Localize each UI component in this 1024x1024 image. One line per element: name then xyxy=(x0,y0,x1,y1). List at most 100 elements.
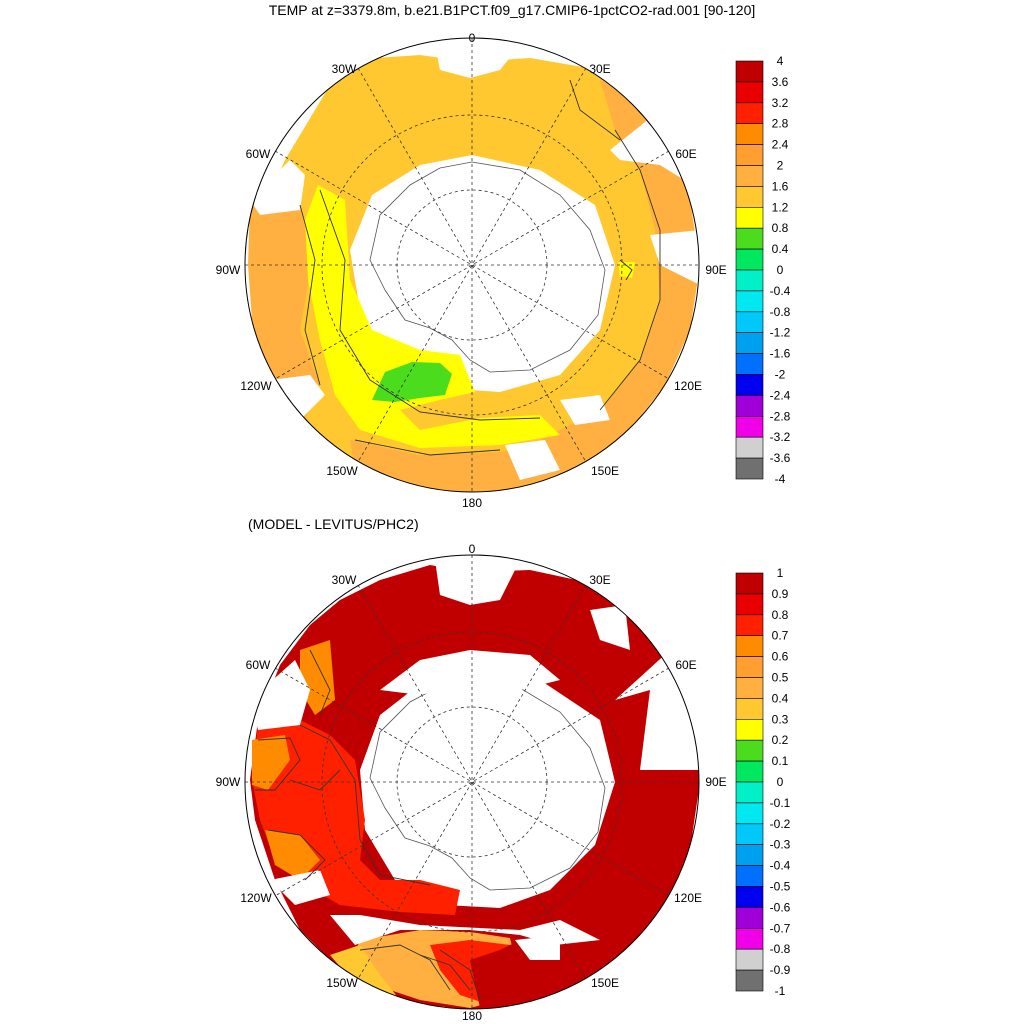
bottom-colorbar-swatch-1 xyxy=(735,593,764,616)
top-colorbar-swatch-13 xyxy=(735,332,764,354)
bottom-gap-north xyxy=(435,560,520,605)
top-plot-title: TEMP at z=3379.8m, b.e21.B1PCT.f09_g17.C… xyxy=(269,2,756,18)
bottom-colorbar-swatch-3 xyxy=(735,635,764,657)
bottom-lon-120e: 120E xyxy=(674,891,702,905)
bottom-antarctica-land xyxy=(369,679,606,891)
top-colorbar-label-4: 2.4 xyxy=(772,138,789,152)
bottom-colorbar-swatch-7 xyxy=(735,718,764,741)
top-colorbar-label-2: 3.2 xyxy=(772,96,789,110)
bottom-colorbar-label-9: 0.1 xyxy=(772,754,789,768)
top-colorbar-swatch-16 xyxy=(735,395,764,417)
top-colorbar-swatch-14 xyxy=(735,353,764,375)
bottom-colorbar-label-18: -0.8 xyxy=(770,942,791,956)
top-lon-0: 0 xyxy=(469,31,476,45)
bottom-colorbar-label-8: 0.2 xyxy=(772,733,789,747)
top-colorbar-label-1: 3.6 xyxy=(772,75,789,89)
bottom-colorbar-label-13: -0.3 xyxy=(770,838,791,852)
top-colorbar-swatch-18 xyxy=(735,436,764,459)
bottom-colorbar-swatch-8 xyxy=(735,739,764,762)
bottom-colorbar-label-19: -0.9 xyxy=(770,963,791,977)
top-colorbar-label-15: -2 xyxy=(775,368,786,382)
bottom-colorbar-swatch-10 xyxy=(735,781,764,804)
top-colorbar-swatch-11 xyxy=(735,290,764,313)
bottom-colorbar-swatch-11 xyxy=(735,802,764,825)
top-lon-120w: 120W xyxy=(240,379,272,393)
top-colorbar-swatch-17 xyxy=(735,415,764,438)
bottom-colorbar-label-4: 0.6 xyxy=(772,650,789,664)
top-lon-90w: 90W xyxy=(216,263,241,277)
top-colorbar-label-13: -1.2 xyxy=(770,326,791,340)
top-lon-180: 180 xyxy=(462,496,482,510)
bottom-longitude-labels: 0 30E 60E 90E 120E 150E 180 150W 120W 90… xyxy=(216,542,727,1023)
bottom-colorbar-label-1: 0.9 xyxy=(772,587,789,601)
bottom-colorbar-swatch-15 xyxy=(735,886,764,908)
top-colorbar-label-14: -1.6 xyxy=(770,347,791,361)
bottom-lon-90w: 90W xyxy=(216,775,241,789)
bottom-colorbar-swatch-5 xyxy=(735,677,764,699)
top-colorbar-label-7: 1.2 xyxy=(772,200,789,214)
top-land-west-gap xyxy=(270,375,325,420)
bottom-gap-nz xyxy=(515,935,560,960)
bottom-colorbar-label-12: -0.2 xyxy=(770,817,791,831)
bottom-colorbar-swatch-16 xyxy=(735,907,764,929)
top-colorbar-swatch-1 xyxy=(735,81,764,104)
top-colorbar-swatch-4 xyxy=(735,144,764,166)
top-colorbar-label-0: 4 xyxy=(777,54,784,68)
bottom-colorbar-swatch-4 xyxy=(735,656,764,678)
top-ocean-east-orange xyxy=(540,80,699,470)
bottom-colorbar-label-20: -1 xyxy=(775,984,786,998)
top-lon-150w: 150W xyxy=(326,464,358,478)
top-land-north-gap xyxy=(435,45,520,78)
top-land-south-america xyxy=(250,160,305,215)
bottom-colorbar-label-15: -0.5 xyxy=(770,880,791,894)
bottom-colorbar-label-10: 0 xyxy=(777,775,784,789)
top-graticule xyxy=(245,38,699,492)
top-longitude-labels: 0 30E 60E 90E 120E 150E 180 150W 120W 90… xyxy=(216,31,727,510)
top-colorbar-swatch-12 xyxy=(735,311,764,333)
top-lon-120e: 120E xyxy=(674,379,702,393)
bottom-colorbar-label-14: -0.4 xyxy=(770,859,791,873)
bottom-colorbar: 1 0.9 0.8 0.7 0.6 0.5 0.4 0.3 0.2 0.1 0 -0.1 -0.2 -0.… xyxy=(735,566,791,998)
top-colorbar-swatch-19 xyxy=(735,457,764,480)
bottom-colorbar-swatch-17 xyxy=(735,927,764,950)
bottom-colorbar-swatch-9 xyxy=(735,760,764,783)
top-colorbar-label-6: 1.6 xyxy=(772,179,789,193)
bottom-lon-150e: 150E xyxy=(591,976,619,990)
top-colorbar-label-9: 0.4 xyxy=(772,242,789,256)
bottom-lon-0: 0 xyxy=(469,542,476,556)
bottom-gap-inner xyxy=(380,650,560,695)
top-colorbar-swatch-0 xyxy=(735,60,764,83)
top-land-east-gap xyxy=(650,230,699,285)
bottom-lon-60w: 60W xyxy=(246,658,271,672)
bottom-gap-south-band xyxy=(330,915,600,945)
top-lon-30e: 30E xyxy=(589,62,610,76)
top-colorbar-swatch-3 xyxy=(735,123,764,145)
bottom-plot-title: (MODEL - LEVITUS/PHC2) xyxy=(248,516,419,532)
top-colorbar-label-8: 0.8 xyxy=(772,221,789,235)
top-colorbar-label-5: 2 xyxy=(777,159,784,173)
top-colorbar-swatch-15 xyxy=(735,374,764,396)
bottom-colorbar-label-17: -0.7 xyxy=(770,921,791,935)
top-colorbar-swatch-10 xyxy=(735,269,764,292)
bottom-polar-map xyxy=(245,555,699,1009)
top-colorbar-swatch-7 xyxy=(735,207,764,229)
top-lon-60w: 60W xyxy=(246,147,271,161)
bottom-lon-30e: 30E xyxy=(589,573,610,587)
top-colorbar-swatch-9 xyxy=(735,248,764,271)
bottom-colorbar-label-11: -0.1 xyxy=(770,796,791,810)
bottom-lon-60e: 60E xyxy=(675,658,696,672)
top-colorbar-swatch-8 xyxy=(735,227,764,250)
top-polar-map xyxy=(245,38,699,492)
top-land-nz-gap xyxy=(560,395,610,425)
bottom-gap-africa xyxy=(590,605,630,650)
top-lon-90e: 90E xyxy=(705,263,726,277)
top-colorbar-label-19: -3.6 xyxy=(770,451,791,465)
bottom-colorbar-label-5: 0.5 xyxy=(772,671,789,685)
top-map-border xyxy=(244,37,700,493)
bottom-gap-south-america xyxy=(250,660,310,730)
bottom-gap-west xyxy=(270,870,330,905)
bottom-colorbar-swatch-19 xyxy=(735,969,764,992)
bottom-contours xyxy=(255,649,481,1001)
top-colorbar-label-12: -0.8 xyxy=(770,305,791,319)
